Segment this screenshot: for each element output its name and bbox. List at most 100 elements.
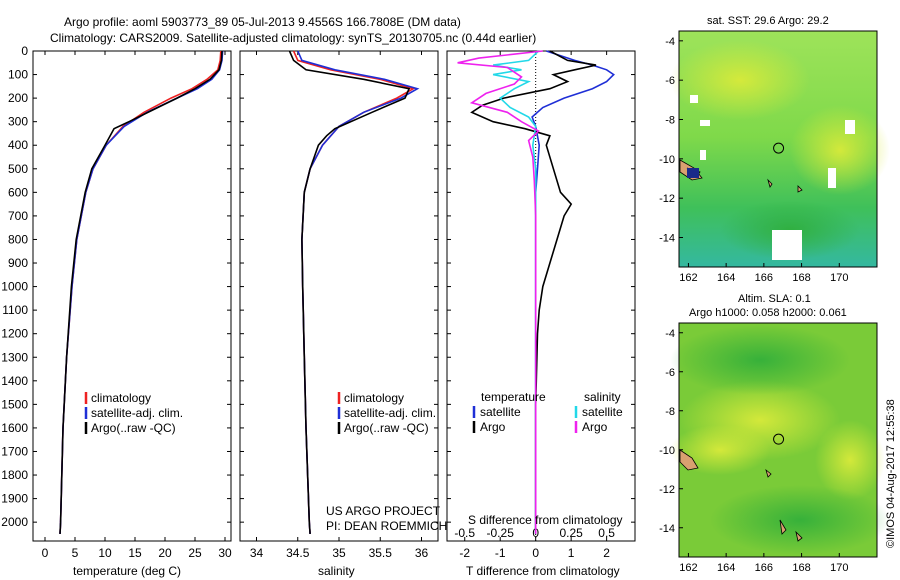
lat-tick-label: -10	[659, 445, 675, 457]
temperature-line-satellite-adj.	[59, 50, 224, 534]
lat-tick-label: -14	[659, 233, 675, 245]
temperature-line-argo	[59, 50, 223, 534]
legend-header-salinity: salinity	[584, 390, 621, 404]
salinity-profiles	[288, 50, 420, 534]
temperature-panel-frame	[32, 50, 232, 542]
depth-tick-label: 400	[8, 138, 28, 152]
depth-tick-label: 1300	[1, 350, 28, 364]
argo-float-marker	[773, 433, 785, 445]
x-tick-label: -1	[495, 546, 506, 560]
depth-tick-label: 500	[8, 162, 28, 176]
x-tick-label: 1	[568, 546, 575, 560]
lon-tick-label: 166	[755, 272, 773, 284]
sst-map: sat. SST: 29.6 Argo: 29.2 162 164 166 168 17…	[659, 15, 890, 284]
x-tick-label: 0	[42, 546, 49, 560]
lat-tick-label: -4	[665, 36, 675, 48]
salinity-axis-ticks: 34 34.5 35 35.5 36	[250, 51, 429, 560]
islands	[679, 449, 803, 542]
depth-tick-label: 2000	[1, 515, 28, 529]
salinity-panel: 34 34.5 35 35.5 36 salinity climatology sate…	[240, 50, 447, 578]
depth-tick-label: 1200	[1, 327, 28, 341]
x-tick-label: 34.5	[286, 546, 310, 560]
salinity-line-climatology	[292, 50, 416, 534]
sst-warm-patch	[670, 40, 810, 120]
timestamp: ©IMOS 04-Aug-2017 12:55:38	[885, 399, 897, 548]
lat-tick-label: -10	[659, 154, 675, 166]
x-tick-label: 0	[532, 546, 539, 560]
lon-tick-label: 166	[755, 562, 773, 574]
legend-header-temperature: temperature	[481, 390, 546, 404]
legend-label-s-argo: Argo	[582, 420, 608, 434]
legend-label-argo: Argo(..raw -QC)	[91, 421, 176, 435]
lat-tick-label: -12	[659, 484, 675, 496]
lat-tick-label: -8	[665, 115, 675, 127]
lon-tick-label: 162	[679, 272, 697, 284]
s-diff-tick-label: 0.25	[559, 526, 583, 540]
depth-tick-label: 600	[8, 185, 28, 199]
sla-low-patch	[670, 325, 850, 395]
depth-tick-label: 900	[8, 256, 28, 270]
s-diff-tick-label: -0.25	[487, 526, 515, 540]
lat-tick-label: -14	[659, 523, 675, 535]
temperature-profiles	[59, 50, 224, 534]
temperature-line-climatology	[59, 50, 222, 534]
lon-tick-label: 168	[792, 272, 810, 284]
depth-tick-label: 1400	[1, 374, 28, 388]
t-argo-line	[470, 50, 597, 534]
sst-map-frame	[678, 30, 878, 268]
legend-label-climatology: climatology	[344, 391, 404, 405]
legend-label-satellite: satellite-adj. clim.	[91, 406, 183, 420]
lon-tick-label: 164	[717, 562, 735, 574]
s-argo-line	[457, 50, 543, 534]
x-tick-label: 30	[218, 546, 232, 560]
salinity-line-argo	[288, 50, 411, 534]
lon-tick-label: 162	[679, 562, 697, 574]
s-diff-xlabel: S difference from climatology	[468, 513, 623, 527]
difference-legend: temperature salinity satellite Argo sate…	[472, 390, 623, 434]
legend-label-s-satellite: satellite	[582, 405, 623, 419]
sla-lon-ticks: 162 164 166 168 170	[679, 553, 848, 574]
legend-label-t-argo: Argo	[480, 420, 506, 434]
coast-block	[687, 168, 699, 178]
lat-tick-label: -6	[665, 75, 675, 87]
legend-label-satellite: satellite-adj. clim.	[344, 406, 436, 420]
x-tick-label: 2	[603, 546, 610, 560]
argo-float-marker	[773, 142, 785, 154]
depth-tick-label: 800	[8, 232, 28, 246]
lon-tick-label: 170	[830, 272, 848, 284]
project-label: US ARGO PROJECT	[326, 504, 441, 518]
difference-depth-ticks	[447, 50, 635, 523]
header-line1: Argo profile: aoml 5903773_89 05-Jul-201…	[64, 15, 461, 29]
depth-tick-label: 1700	[1, 444, 28, 458]
depth-tick-label: 200	[8, 91, 28, 105]
sst-map-title: sat. SST: 29.6 Argo: 29.2	[707, 15, 829, 27]
lat-tick-label: -4	[665, 328, 675, 340]
x-tick-label: 36	[415, 546, 429, 560]
header-line2: Climatology: CARS2009. Satellite-adjuste…	[50, 31, 536, 45]
sla-map-frame	[678, 322, 878, 558]
x-tick-label: 15	[128, 546, 142, 560]
x-tick-label: 20	[158, 546, 172, 560]
x-tick-label: 10	[98, 546, 112, 560]
x-tick-label: 25	[188, 546, 202, 560]
x-tick-label: 35.5	[369, 546, 393, 560]
s-diff-tick-label: 0.5	[598, 526, 615, 540]
t-satellite-line	[531, 50, 615, 534]
sla-lat-ticks: -4 -6 -8 -10 -12 -14	[659, 328, 683, 535]
difference-profiles	[457, 50, 615, 534]
temperature-axis-ticks: 0 5 10 15 20 25 30	[42, 51, 232, 560]
salinity-xlabel: salinity	[318, 564, 355, 578]
t-diff-xlabel: T difference from climatology	[466, 564, 620, 578]
salinity-depth-ticks	[240, 50, 438, 523]
depth-axis-ticks: 0 100 200 300 400 500 600 700 800 900 1000 1100 1200…	[1, 44, 231, 529]
lon-tick-label: 170	[830, 562, 848, 574]
depth-tick-label: 1800	[1, 468, 28, 482]
difference-panel: -2 -1 0 1 2 -0.5 -0.25 0 0.25 0.5 S difference f…	[447, 50, 635, 578]
lat-tick-label: -12	[659, 193, 675, 205]
legend-label-argo: Argo(..raw -QC)	[344, 421, 429, 435]
depth-tick-label: 1600	[1, 421, 28, 435]
legend-label-t-satellite: satellite	[480, 405, 521, 419]
lat-tick-label: -8	[665, 406, 675, 418]
lon-tick-label: 164	[717, 272, 735, 284]
